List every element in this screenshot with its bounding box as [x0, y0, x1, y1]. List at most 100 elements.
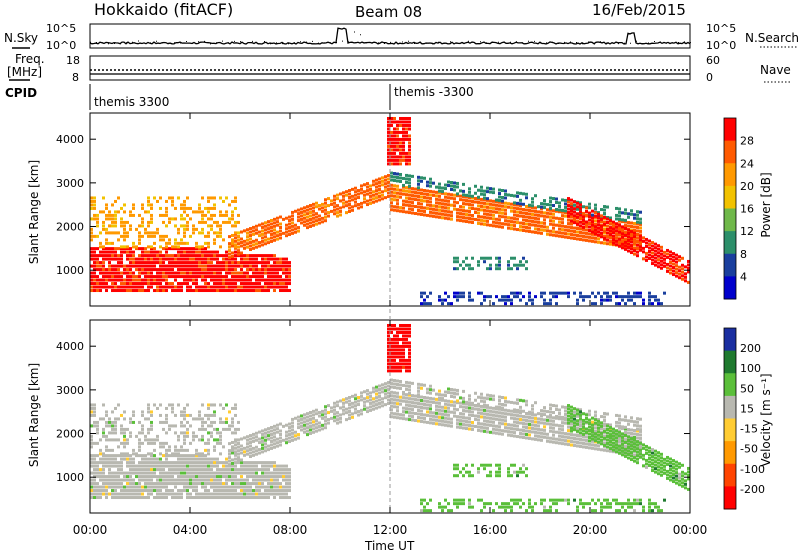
power-cell — [123, 203, 126, 207]
power-cell — [624, 231, 627, 235]
power-cell — [201, 250, 204, 254]
velocity-cell — [171, 482, 174, 486]
power-cell — [291, 228, 294, 232]
velocity-cell — [576, 505, 579, 509]
power-cell — [627, 298, 630, 302]
velocity-cell — [138, 489, 141, 493]
velocity-cell — [153, 496, 156, 500]
power-cell — [90, 231, 93, 235]
velocity-cell — [510, 474, 513, 478]
velocity-cell — [300, 424, 303, 428]
power-cell — [441, 191, 444, 195]
power-cell — [90, 196, 93, 200]
power-cell — [603, 236, 606, 240]
velocity-cell — [444, 416, 447, 420]
power-cell — [597, 233, 600, 237]
power-cell — [177, 245, 180, 249]
velocity-cell — [195, 448, 198, 452]
velocity-cell — [426, 502, 429, 506]
power-cell — [378, 191, 381, 195]
power-cell — [630, 225, 633, 229]
power-cell — [138, 257, 141, 261]
velocity-cell — [249, 441, 252, 445]
power-cell — [537, 227, 540, 231]
velocity-cell — [447, 413, 450, 417]
power-cell — [156, 271, 159, 275]
velocity-cell — [354, 407, 357, 411]
power-cell — [600, 228, 603, 232]
velocity-cell — [129, 489, 132, 493]
velocity-cell — [189, 461, 192, 465]
power-cell — [609, 236, 612, 240]
power-cell — [105, 254, 108, 258]
velocity-cell — [228, 463, 231, 467]
velocity-cell — [498, 411, 501, 415]
power-cell — [522, 263, 525, 267]
velocity-cell — [111, 410, 114, 414]
power-cell — [528, 222, 531, 226]
power-cell — [258, 278, 261, 282]
power-cell — [627, 295, 630, 299]
velocity-cell — [465, 470, 468, 474]
power-cell — [525, 212, 528, 216]
velocity-cell — [387, 358, 390, 362]
power-cell — [147, 282, 150, 286]
velocity-cell — [429, 421, 432, 425]
velocity-cell — [135, 489, 138, 493]
velocity-cell — [321, 413, 324, 417]
power-cell — [312, 206, 315, 210]
velocity-cell — [102, 417, 105, 421]
power-cell — [498, 263, 501, 267]
velocity-cell — [198, 496, 201, 500]
power-cell — [408, 181, 411, 185]
velocity-cell — [456, 498, 459, 502]
velocity-cell — [108, 457, 111, 461]
velocity-cell — [516, 408, 519, 412]
velocity-cell — [540, 428, 543, 432]
velocity-cell — [165, 471, 168, 475]
velocity-cell — [264, 478, 267, 482]
power-cell — [312, 209, 315, 213]
velocity-cell — [468, 406, 471, 410]
power-cell — [126, 234, 129, 238]
velocity-cell — [378, 391, 381, 395]
power-cell — [465, 256, 468, 260]
power-cell — [669, 257, 672, 261]
velocity-cell — [300, 417, 303, 421]
power-cell — [684, 272, 687, 276]
velocity-cell — [285, 496, 288, 500]
velocity-cell — [525, 415, 528, 419]
power-cell — [546, 208, 549, 212]
velocity-cell — [225, 478, 228, 482]
power-cell — [93, 268, 96, 272]
power-cell — [180, 247, 183, 251]
velocity-cell — [267, 427, 270, 431]
power-cell — [123, 278, 126, 282]
power-cell — [477, 260, 480, 264]
velocity-cell — [141, 410, 144, 414]
velocity-cell — [495, 424, 498, 428]
power-cell — [405, 177, 408, 181]
velocity-cell — [168, 403, 171, 407]
power-cell — [465, 263, 468, 267]
velocity-cell — [495, 410, 498, 414]
velocity-cell — [525, 425, 528, 429]
power-cell — [174, 217, 177, 221]
power-cell — [201, 285, 204, 289]
power-cell — [138, 282, 141, 286]
power-cell — [150, 254, 153, 258]
velocity-cell — [171, 410, 174, 414]
velocity-cell — [165, 417, 168, 421]
velocity-cell — [93, 475, 96, 479]
velocity-cell — [429, 410, 432, 414]
power-cell — [228, 242, 231, 246]
power-cell — [126, 282, 129, 286]
velocity-cell — [543, 428, 546, 432]
power-cell — [183, 278, 186, 282]
power-cell — [120, 257, 123, 261]
power-cell — [399, 123, 402, 127]
velocity-cell — [591, 416, 594, 420]
velocity-cell — [216, 489, 219, 493]
power-cell — [231, 261, 234, 265]
velocity-cell — [159, 482, 162, 486]
